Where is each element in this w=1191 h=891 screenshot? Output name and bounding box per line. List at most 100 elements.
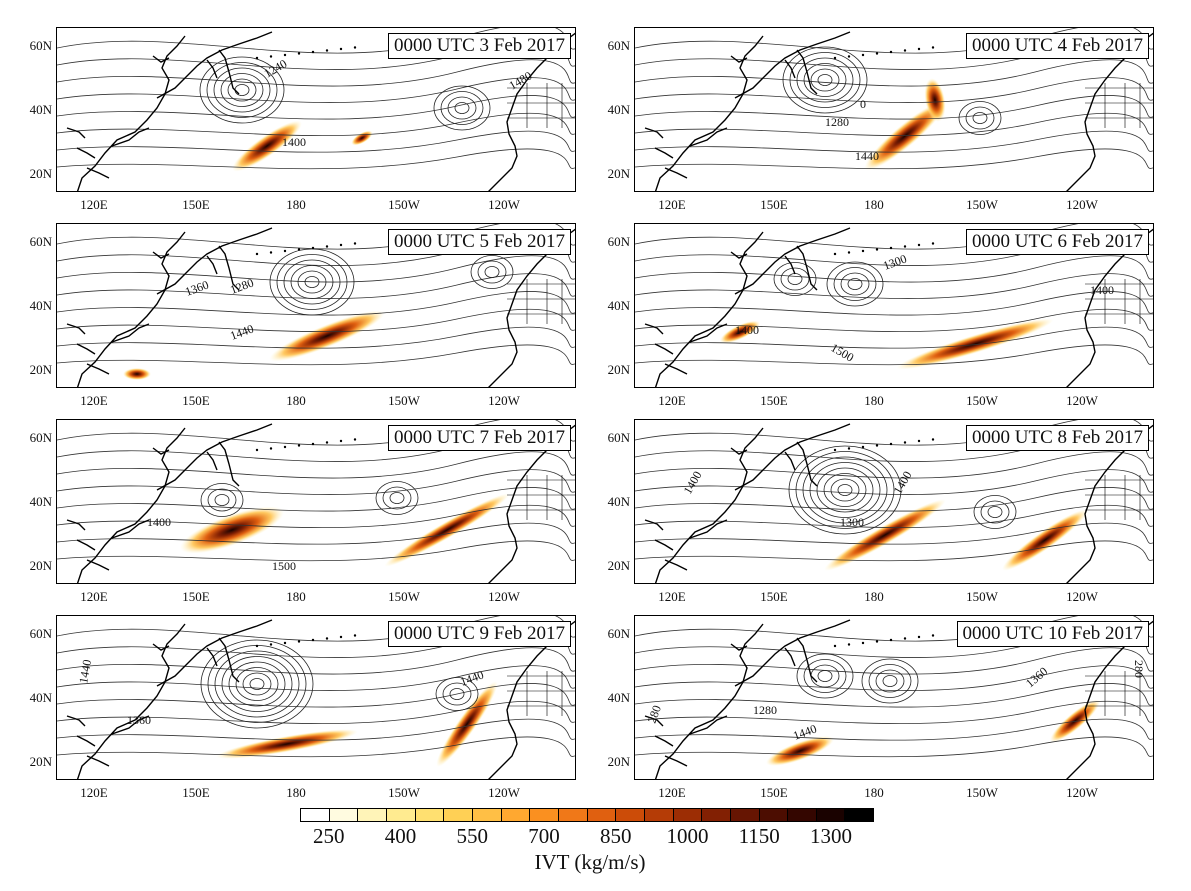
island (833, 644, 837, 648)
low-contour (207, 488, 237, 512)
latitude-tick-label: 20N (607, 558, 630, 573)
longitude-tick-label: 150W (388, 393, 420, 408)
ivt-map: 1280 1440 0 0000 UTC 4 Feb 2017 (634, 27, 1154, 192)
contour-label: 1440 (458, 667, 485, 688)
height-contour (635, 451, 1153, 479)
state-borders (507, 671, 575, 716)
low-contour (304, 276, 320, 288)
contour-label: 280 (645, 703, 664, 725)
island (931, 242, 935, 245)
height-contour (57, 77, 575, 103)
low-contour (442, 682, 472, 706)
height-contour (57, 59, 575, 87)
latitude-tick-label: 60N (29, 38, 52, 53)
contour-label: 1360 (1023, 664, 1050, 690)
longitude-tick-label: 150W (388, 785, 420, 800)
island (255, 644, 259, 648)
height-contour (57, 469, 575, 495)
ivt-plume (123, 368, 151, 380)
island (861, 249, 865, 253)
island (297, 52, 301, 55)
colorbar-tick-label: 700 (528, 824, 560, 848)
island (283, 445, 287, 449)
coastline (66, 31, 273, 191)
island (889, 246, 893, 250)
low-contour (868, 664, 912, 698)
island (903, 441, 907, 444)
low-contour (447, 96, 477, 120)
height-contour (57, 665, 575, 691)
low-contour (454, 102, 470, 114)
island (255, 252, 259, 256)
low-contour (234, 84, 250, 96)
ivt-plume (1002, 509, 1088, 571)
island (861, 445, 865, 449)
ivt-map: 1440 1360 1440 0000 UTC 9 Feb 2017 (56, 615, 576, 780)
low-contour (980, 500, 1010, 524)
low-contour (227, 78, 257, 102)
island (875, 640, 879, 643)
island (875, 444, 879, 447)
state-borders (1085, 279, 1153, 324)
low-contour (973, 495, 1017, 529)
low-contour (477, 260, 507, 284)
low-contour (199, 56, 285, 124)
island (353, 46, 357, 49)
low-contour (882, 675, 898, 687)
latitude-tick-label: 60N (607, 626, 630, 641)
height-contour (57, 326, 575, 349)
colorbar-tick-label: 1300 (809, 824, 852, 848)
ivt-map: 1400 1300 1400 0000 UTC 8 Feb 2017 (634, 419, 1154, 584)
state-borders (507, 475, 575, 520)
island (283, 53, 287, 57)
map-panel: 1280 1440 1360 280 280 0000 UTC 10 Feb 2017 60… (608, 615, 1154, 800)
state-borders (507, 279, 575, 324)
low-contour (830, 478, 860, 502)
coastline (644, 227, 851, 387)
height-contour (57, 718, 575, 741)
island (269, 55, 273, 58)
height-contour (57, 487, 575, 512)
ivt-plume (436, 681, 498, 767)
colorbar-tick-label: 850 (599, 824, 632, 848)
latitude-tick-label: 20N (29, 166, 52, 181)
height-contour (635, 112, 1153, 136)
low-contour (440, 91, 484, 125)
height-contour (635, 95, 1153, 120)
ivt-map: 1240 1400 1480 0000 UTC 3 Feb 2017 (56, 27, 576, 192)
latitude-tick-label: 40N (29, 494, 52, 509)
longitude-tick-label: 120E (658, 393, 686, 408)
map-panel: 1300 1400 1500 1400 0000 UTC 6 Feb 2017 60N 40… (608, 223, 1154, 408)
island (917, 439, 921, 443)
low-contour (796, 653, 854, 699)
island (269, 447, 273, 450)
ivt-plume (269, 310, 385, 362)
colorbar-swatch (644, 809, 674, 821)
low-contour (242, 672, 272, 696)
panel-title: 0000 UTC 6 Feb 2017 (966, 229, 1149, 255)
map-panel: 1440 1360 1440 0000 UTC 9 Feb 2017 60N 40N 20N… (30, 615, 576, 800)
panel-title: 0000 UTC 9 Feb 2017 (388, 621, 571, 647)
panel-title: 0000 UTC 10 Feb 2017 (956, 621, 1149, 647)
longitude-tick-label: 120E (658, 197, 686, 212)
colorbar-swatch (301, 809, 330, 821)
island (847, 251, 851, 254)
longitude-tick-label: 150E (182, 197, 210, 212)
longitude-tick-label: 180 (864, 393, 884, 408)
ivt-map: 1280 1440 1360 280 280 0000 UTC 10 Feb 2017 (634, 615, 1154, 780)
island (297, 248, 301, 251)
low-contour (802, 456, 888, 524)
contour-label: 1400 (735, 323, 759, 337)
low-contour (213, 67, 271, 113)
low-contour (780, 267, 810, 291)
height-contour (635, 504, 1153, 528)
colorbar-swatch (444, 809, 473, 821)
island (311, 50, 315, 54)
contour-label: 1400 (147, 515, 171, 529)
latitude-tick-label: 40N (29, 690, 52, 705)
contour-label: 0 (860, 97, 866, 111)
colorbar-swatch (358, 809, 387, 821)
island (889, 50, 893, 54)
contour-label: 1400 (1090, 283, 1114, 297)
latitude-tick-label: 40N (607, 102, 630, 117)
